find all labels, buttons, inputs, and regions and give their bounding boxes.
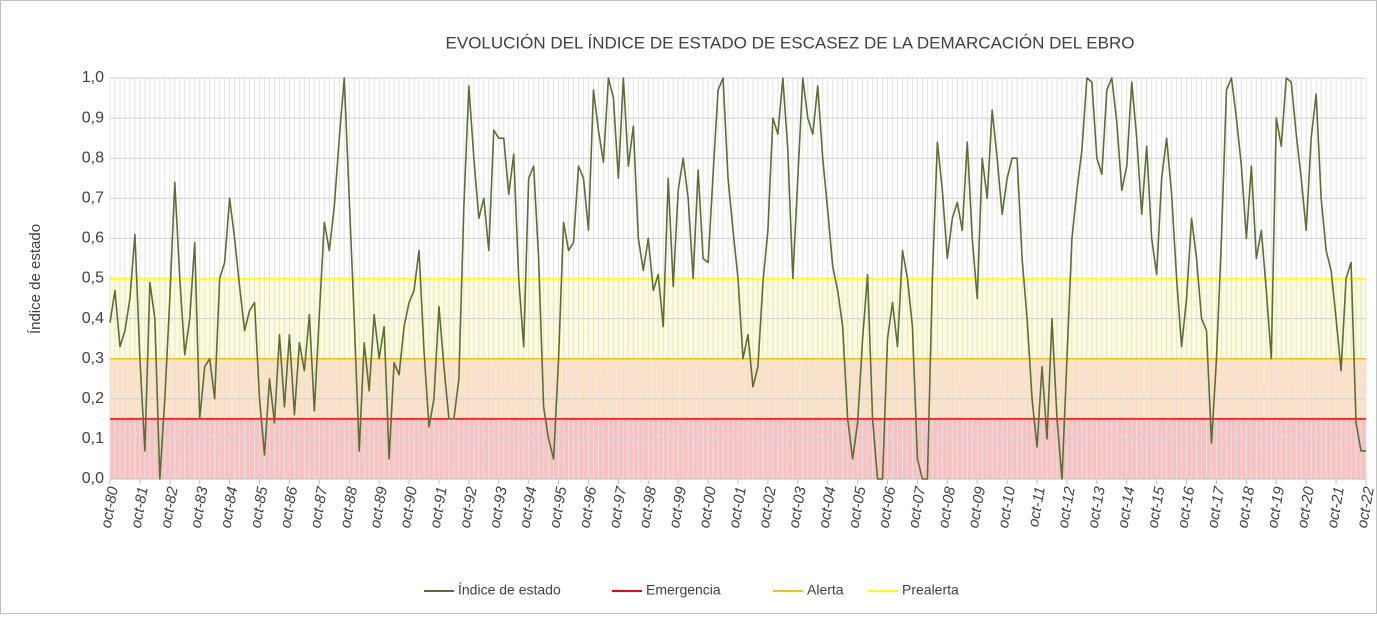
y-tick-label: 0,3 — [82, 350, 104, 367]
legend-series-label: Índice de estado — [458, 582, 561, 598]
x-tick-label: oct-04 — [816, 485, 840, 529]
x-tick-label: oct-01 — [726, 485, 750, 529]
y-tick-label: 0,8 — [82, 149, 104, 166]
legend-threshold-label: Alerta — [807, 582, 844, 598]
y-tick-label: 0,9 — [82, 109, 104, 126]
x-tick-label: oct-94 — [517, 485, 541, 529]
legend-threshold-label: Prealerta — [902, 582, 959, 598]
x-tick-label: oct-81 — [128, 485, 152, 529]
y-tick-label: 0,4 — [82, 310, 104, 327]
y-tick-label: 0,1 — [82, 430, 104, 447]
x-tick-label: oct-21 — [1324, 485, 1348, 529]
y-axis-title: Índice de estado — [27, 224, 44, 334]
x-tick-label: oct-84 — [217, 485, 241, 529]
y-tick-label: 0,6 — [82, 230, 104, 247]
y-tick-label: 0,0 — [82, 470, 104, 487]
y-tick-label: 0,5 — [82, 270, 104, 287]
x-tick-label: oct-11 — [1025, 485, 1049, 528]
chart-title: EVOLUCIÓN DEL ÍNDICE DE ESTADO DE ESCASE… — [446, 33, 1135, 52]
data-line — [109, 77, 1366, 480]
x-tick-label: oct-14 — [1115, 485, 1139, 529]
legend-threshold-label: Emergencia — [646, 582, 721, 598]
y-tick-label: 0,7 — [82, 190, 104, 207]
y-tick-label: 1,0 — [82, 69, 104, 86]
y-tick-label: 0,2 — [82, 390, 104, 407]
x-tick-label: oct-22 — [1354, 485, 1377, 530]
x-tick-label: oct-91 — [427, 485, 451, 529]
